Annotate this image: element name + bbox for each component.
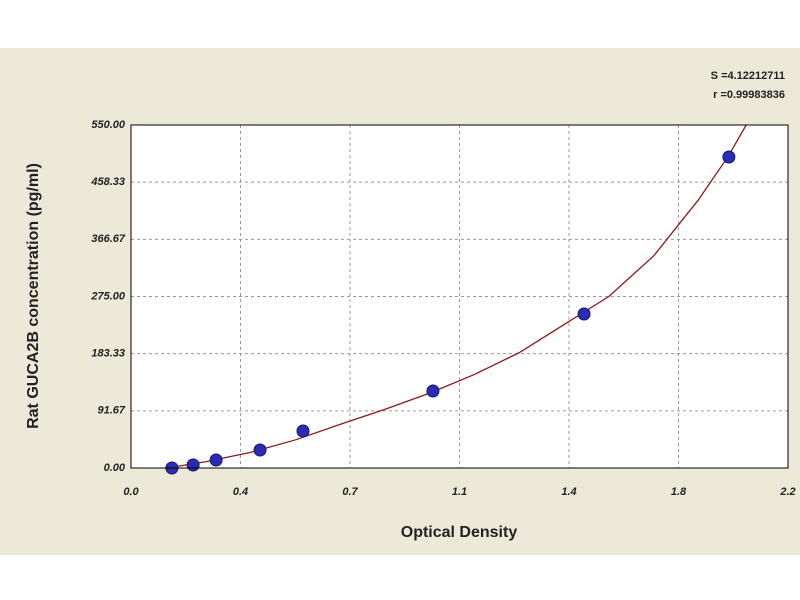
x-tick-label: 1.1 [452,486,467,498]
y-tick-label: 0.00 [104,462,126,474]
plot-border [130,124,789,469]
y-tick-label: 458.33 [90,176,125,188]
y-tick-label: 183.33 [91,348,125,360]
x-tick-label: 2.2 [779,486,795,498]
data-point [426,384,440,398]
data-point [253,443,267,457]
x-tick-label: 0.7 [342,486,358,498]
data-point [296,424,310,438]
y-tick-label: 366.67 [91,233,126,245]
y-tick-label: 550.00 [91,119,126,131]
x-tick-label: 0.4 [233,486,248,498]
data-point [186,458,200,472]
x-tick-label: 1.8 [671,486,687,498]
annotation: S =4.12212711 [711,70,785,82]
x-tick-label: 0.0 [123,486,139,498]
annotation: r =0.99983836 [713,89,785,101]
data-point [577,307,591,321]
y-tick-label: 275.00 [90,290,126,302]
x-axis-label: Optical Density [401,524,518,541]
y-axis-label: Rat GUCA2B concentration (pg/ml) [25,163,42,429]
y-tick-label: 91.67 [97,405,125,417]
data-point [209,453,223,467]
x-tick-label: 1.4 [561,486,576,498]
data-point [722,150,736,164]
